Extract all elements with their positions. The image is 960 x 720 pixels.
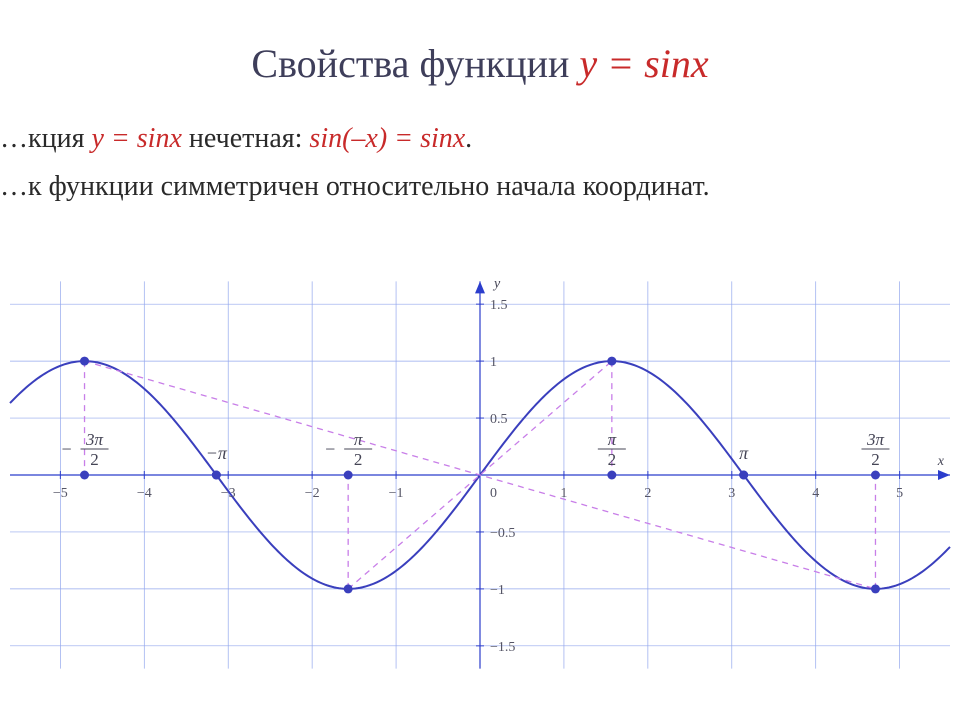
sine-chart-svg: −5−4−3−2−1012345−1.5−1−0.50.511.5yx−3π2−… [0,260,960,690]
svg-text:3: 3 [728,486,735,501]
svg-text:π: π [739,443,749,463]
line1-part-a: …кция [0,123,91,154]
svg-text:−3: −3 [221,486,236,501]
svg-text:−2: −2 [305,486,320,501]
svg-text:3π: 3π [866,430,885,449]
svg-text:2: 2 [871,450,880,469]
svg-text:3π: 3π [85,430,104,449]
svg-text:0: 0 [490,486,497,501]
svg-text:2: 2 [90,450,99,469]
svg-text:0.5: 0.5 [490,412,508,427]
svg-text:2: 2 [608,450,617,469]
svg-text:π: π [608,430,617,449]
svg-text:−0.5: −0.5 [490,526,515,541]
description-block: …кция y = sinx нечетная: sin(–x) = sinx.… [0,115,960,210]
line1-formula1: y = sinx [91,123,181,154]
svg-text:−1: −1 [490,583,505,598]
svg-text:−: − [325,439,335,459]
title-formula: y = sinx [579,41,708,86]
page-title: Свойства функции y = sinx [0,0,960,87]
sine-chart: −5−4−3−2−1012345−1.5−1−0.50.511.5yx−3π2−… [0,260,960,690]
page-root: Свойства функции y = sinx …кция y = sinx… [0,0,960,720]
svg-text:1: 1 [490,355,497,370]
svg-text:1.5: 1.5 [490,298,508,313]
title-prefix: Свойства функции [251,41,579,86]
line1-part-b: нечетная: [182,123,310,154]
svg-text:2: 2 [354,450,363,469]
line1-formula2: sin(–x) = sinx [309,123,465,154]
svg-text:−: − [61,439,71,459]
svg-text:π: π [354,430,363,449]
svg-text:−π: −π [206,443,228,463]
svg-text:4: 4 [812,486,819,501]
svg-text:x: x [937,454,945,469]
description-line-2: …к функции симметричен относительно нача… [0,163,960,211]
description-line-1: …кция y = sinx нечетная: sin(–x) = sinx. [0,115,960,163]
svg-text:−1: −1 [389,486,404,501]
svg-text:y: y [492,276,501,291]
svg-text:1: 1 [560,486,567,501]
svg-text:−1.5: −1.5 [490,640,515,655]
svg-text:−4: −4 [137,486,152,501]
svg-text:2: 2 [644,486,651,501]
svg-text:5: 5 [896,486,903,501]
line1-part-c: . [465,123,472,154]
svg-text:−5: −5 [53,486,68,501]
